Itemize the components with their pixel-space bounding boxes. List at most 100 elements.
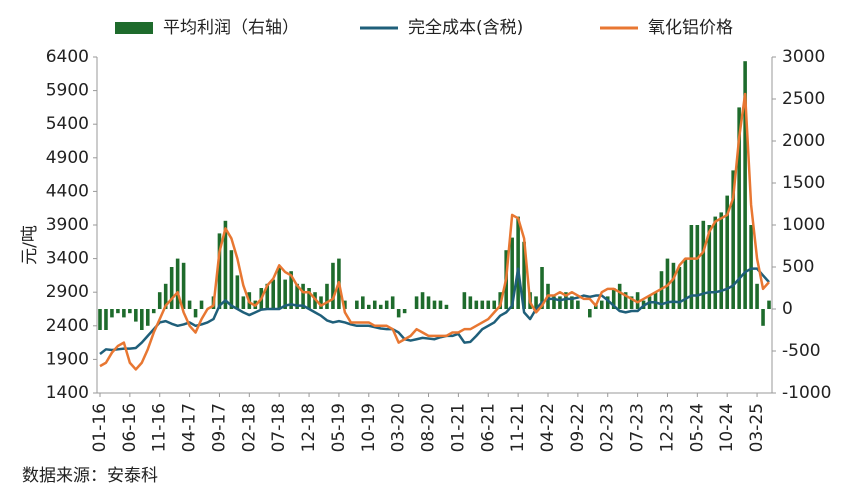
y2-tick-label: -1000 (782, 383, 831, 403)
bar (737, 107, 741, 310)
bar (128, 309, 132, 314)
x-tick-label: 02-23 (598, 403, 618, 452)
y2-tick-label: 2500 (782, 89, 825, 109)
y2-tick-label: 0 (782, 299, 793, 319)
bar (241, 296, 246, 309)
bar (516, 216, 520, 309)
bar (361, 296, 365, 309)
bar (110, 309, 114, 318)
x-tick-label: 03-20 (389, 403, 409, 452)
x-tick-label: 03-25 (747, 403, 767, 452)
y2-tick-label: 1000 (782, 215, 825, 235)
bar (116, 309, 120, 314)
source-note: 数据来源：安泰科 (22, 466, 158, 486)
bar (635, 292, 640, 309)
bar (755, 283, 759, 309)
bar (719, 212, 724, 309)
x-tick-label: 06-16 (120, 403, 140, 452)
line (99, 267, 770, 356)
y-tick-label: 4900 (46, 148, 89, 168)
bar (492, 300, 497, 309)
bar (570, 296, 574, 309)
y-axis-title: 元/吨 (20, 225, 40, 265)
bar (564, 292, 568, 309)
y-tick-label: 3400 (46, 249, 89, 269)
bar (432, 300, 437, 309)
bar (707, 225, 712, 309)
bar (713, 216, 718, 309)
y2-tick-label: -500 (782, 341, 821, 361)
bar (193, 309, 198, 318)
bar (593, 304, 598, 309)
y-tick-label: 3900 (46, 215, 89, 235)
bar (163, 283, 168, 309)
bar (420, 292, 425, 309)
bar (283, 279, 287, 309)
bar (522, 241, 526, 309)
bar (558, 296, 562, 309)
x-tick-label: 04-17 (180, 403, 200, 452)
x-tick-label: 12-23 (657, 403, 677, 452)
bar (438, 300, 443, 309)
x-tick-label: 10-19 (359, 403, 379, 452)
bar (474, 300, 479, 309)
bar (271, 279, 276, 309)
bar (235, 275, 240, 309)
x-tick-label: 01-16 (90, 403, 110, 452)
bar (588, 309, 592, 318)
y-tick-label: 5400 (46, 114, 89, 134)
bar (683, 258, 688, 309)
bar (372, 300, 377, 309)
bar (599, 300, 604, 309)
x-tick-label: 02-18 (239, 403, 259, 452)
bar (426, 296, 431, 309)
bar (677, 267, 682, 309)
x-tick-label: 04-22 (538, 403, 558, 452)
bar (671, 262, 676, 309)
bar (134, 309, 138, 322)
bar (396, 309, 401, 318)
y-tick-label: 1400 (46, 383, 89, 403)
x-tick-label: 05-19 (329, 403, 349, 452)
bar (319, 296, 323, 309)
bar (462, 292, 467, 309)
bar (229, 250, 234, 309)
bar (175, 258, 180, 309)
line (99, 92, 770, 371)
bar (367, 304, 371, 309)
bar (534, 296, 538, 309)
bar (390, 296, 395, 309)
y2-tick-label: 1500 (782, 173, 825, 193)
bar (104, 309, 108, 330)
legend-label: 平均利润（右轴） (163, 18, 299, 38)
bar (169, 267, 174, 309)
x-tick-label: 12-18 (299, 403, 319, 452)
bar (689, 225, 694, 309)
legend-label: 氧化铝价格 (648, 18, 733, 38)
x-tick-label: 08-20 (419, 403, 439, 452)
x-tick-label: 11-16 (150, 403, 170, 452)
bar (605, 296, 610, 309)
x-tick-label: 06-21 (478, 403, 498, 452)
bar (289, 271, 293, 309)
bar (145, 309, 150, 326)
bar (444, 304, 449, 309)
bar (151, 309, 156, 314)
x-tick-label: 09-17 (209, 403, 229, 452)
bar (617, 283, 622, 309)
bar (331, 262, 335, 309)
bar (343, 300, 347, 309)
bar (187, 300, 192, 309)
x-tick-label: 01-21 (448, 403, 468, 452)
y2-tick-label: 3000 (782, 47, 825, 67)
bar (295, 283, 299, 309)
bar (122, 309, 126, 318)
bar (540, 267, 544, 309)
bar (695, 225, 700, 309)
x-tick-label: 05-24 (687, 403, 707, 452)
bar (731, 170, 735, 309)
x-tick-label: 11-21 (508, 403, 528, 452)
bar (223, 220, 228, 309)
bar (552, 296, 556, 309)
